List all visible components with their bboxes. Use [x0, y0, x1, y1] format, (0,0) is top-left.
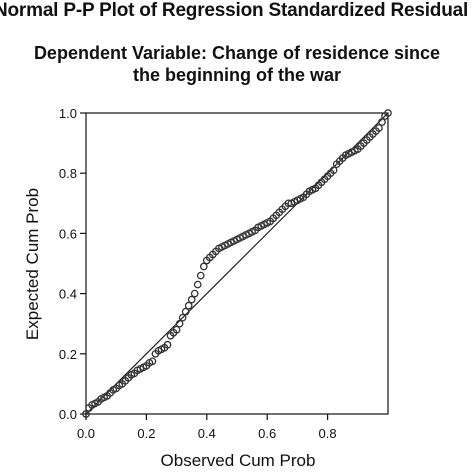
data-point	[384, 109, 392, 117]
data-point	[199, 262, 208, 271]
y-tick-label: 0.8	[59, 166, 77, 181]
data-point	[163, 340, 172, 349]
chart-subtitle-line1: Dependent Variable: Change of residence …	[33, 43, 441, 63]
data-point	[190, 289, 199, 298]
x-tick-label: 0.0	[77, 426, 95, 441]
data-point	[187, 295, 196, 304]
data-point	[378, 118, 386, 126]
data-point	[193, 280, 202, 289]
y-axis-label: Expected Cum Prob	[23, 188, 42, 340]
reference-line-group	[85, 112, 389, 415]
chart-title: Normal P-P Plot of Regression Standardiz…	[0, 0, 469, 21]
x-tick-label: 0.2	[137, 426, 155, 441]
x-tick-label: 0.6	[258, 426, 276, 441]
data-point	[184, 301, 193, 310]
data-point	[175, 319, 184, 328]
data-point	[172, 325, 181, 334]
plot-frame	[85, 112, 389, 415]
data-point	[196, 271, 205, 280]
data-point	[82, 410, 90, 418]
y-tick-label: 0.0	[59, 407, 77, 422]
y-tick-label: 1.0	[59, 106, 77, 121]
x-tick-label: 0.8	[319, 426, 337, 441]
x-tick-label: 0.4	[198, 426, 216, 441]
y-tick-label: 0.4	[59, 287, 77, 302]
data-point	[148, 357, 157, 366]
data-point	[178, 313, 187, 322]
x-axis-label: Observed Cum Prob	[161, 451, 316, 470]
y-tick-label: 0.2	[59, 347, 77, 362]
chart-subtitle-line2: the beginning of the war	[133, 65, 341, 85]
tick-labels: 0.0 0.2 0.4 0.6 0.8 1.0 0.0 0.2 0.4 0.6 0.8	[59, 106, 337, 441]
y-tick-label: 0.6	[59, 226, 77, 241]
data-point	[181, 307, 190, 316]
data-point	[375, 124, 383, 132]
data-points	[82, 109, 392, 418]
data-point	[329, 166, 338, 175]
axes	[80, 112, 389, 420]
reference-line	[85, 112, 389, 415]
